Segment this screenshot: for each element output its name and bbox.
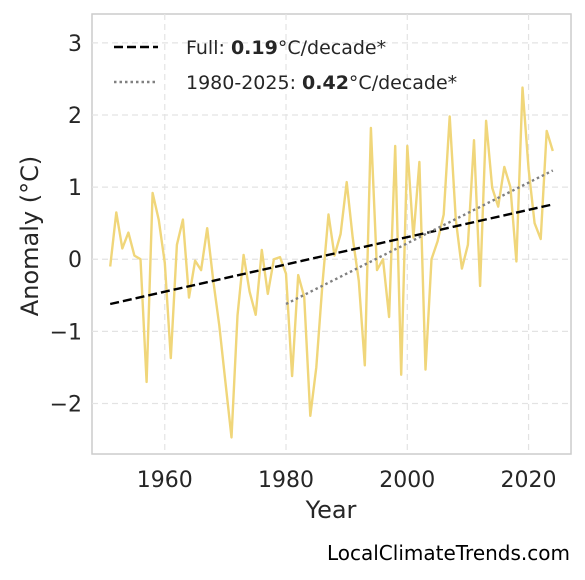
recent-trend-line: [285, 169, 554, 306]
tick-labels: 1960 1980 2000 2020 −2 −1 0 1 2 3: [50, 32, 557, 493]
y-tick-label: −1: [50, 320, 82, 345]
site-watermark: LocalClimateTrends.com: [327, 541, 570, 565]
series-layer: [109, 86, 554, 439]
grid-lines: [92, 14, 571, 454]
y-axis-title: Anomaly (°C): [16, 156, 44, 316]
x-tick-label: 2000: [379, 468, 435, 493]
legend-recent-unit: °C/decade*: [349, 72, 457, 94]
x-tick-label: 2020: [501, 468, 557, 493]
legend-full-name: Full: [186, 37, 219, 59]
x-axis-title: Year: [305, 496, 357, 524]
y-tick-label: −2: [50, 393, 82, 418]
legend-full-rate: 0.19: [231, 37, 278, 59]
legend-recent-rate: 0.42: [302, 72, 349, 94]
y-tick-label: 2: [68, 104, 82, 129]
legend-recent-name: 1980-2025: [186, 72, 290, 94]
legend-full-unit: °C/decade*: [278, 37, 386, 59]
y-tick-label: 1: [68, 176, 82, 201]
legend-full-label: Full: 0.19°C/decade*: [186, 37, 386, 59]
full-trend-line: [109, 203, 554, 306]
legend-recent-label: 1980-2025: 0.42°C/decade*: [186, 72, 457, 94]
x-tick-label: 1960: [137, 468, 193, 493]
y-tick-label: 3: [68, 32, 82, 57]
anomaly-series-line: [109, 86, 554, 439]
x-tick-label: 1980: [258, 468, 314, 493]
legend: Full: 0.19°C/decade* 1980-2025: 0.42°C/d…: [114, 37, 457, 94]
y-tick-label: 0: [68, 248, 82, 273]
